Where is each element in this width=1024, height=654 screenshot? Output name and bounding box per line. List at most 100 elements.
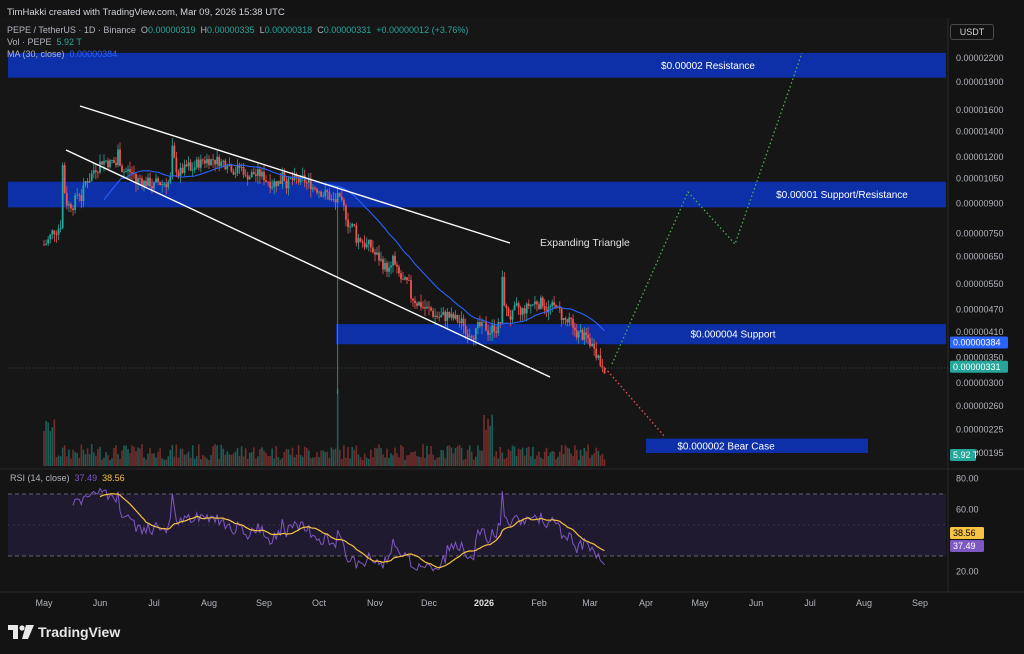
price-pane[interactable] [0,18,948,468]
volume-bar [566,447,569,466]
candle-body [450,313,453,318]
candle-body [161,184,164,186]
volume-bar [263,450,265,466]
candle-body [549,306,552,307]
volume-bar [343,445,345,466]
volume-bar [200,459,202,466]
volume-bar [301,456,304,466]
volume-legend[interactable]: Vol · PEPE 5.92 T [7,37,82,48]
price-tag-1 [950,360,1008,373]
candle-body [422,306,424,308]
zone-3[interactable] [646,438,868,453]
volume-bar [497,458,500,466]
volume-bar [218,458,220,466]
volume-bar [595,447,598,466]
price-tag-text-0: 0.00000384 [953,338,1001,348]
volume-bar [532,446,534,466]
volume-bar [78,457,81,466]
rsi-legend[interactable]: RSI (14, close) 37.49 38.56 [10,473,125,484]
currency-button[interactable]: USDT [950,24,994,40]
volume-bar [525,447,528,466]
lower-trendline[interactable] [65,149,551,378]
y-tick-4: 0.00001200 [956,152,1004,162]
volume-bar [347,447,349,466]
candle-body [414,300,416,304]
candle-body [503,276,506,306]
candle-body [434,315,437,317]
candle-body [226,165,229,170]
volume-bar [593,453,595,466]
x-tick-11: Apr [639,598,653,608]
volume-bar [418,456,420,466]
candle-body [416,303,418,306]
candle-body [177,172,180,177]
candle-body [59,228,62,229]
candle-body [545,309,548,313]
candle-body [220,161,223,167]
candle-body [218,156,221,167]
candle-body [426,306,428,309]
candle-body [410,280,412,299]
volume-bar [475,456,477,466]
candle-body [269,182,272,188]
candle-body [345,205,347,220]
upper-trendline[interactable] [79,105,511,244]
candle-body [374,252,376,255]
x-tick-6: Nov [367,598,384,608]
volume-bar [374,447,376,466]
candle-body [601,365,604,369]
candle-body [141,178,143,186]
volume-bar [501,452,504,466]
candle-body [84,181,87,185]
candle-body [305,182,308,184]
candle-body [577,332,580,338]
volume-bar [123,445,125,466]
volume-bar [214,444,216,466]
candle-body [199,159,202,168]
candle-body [80,195,83,202]
rsi-tick-1: 60.00 [956,505,979,515]
candle-body [88,180,91,183]
bear-projection-path[interactable] [604,367,666,438]
volume-bar [70,458,72,466]
volume-bar [291,447,294,466]
volume-bar [404,459,406,466]
ohlc-legend: PEPE / TetherUS · 1D · Binance O0.000003… [7,25,468,36]
ma-legend[interactable]: MA (30, close) 0.00000384 [7,49,117,60]
y-tick-8: 0.00000650 [956,252,1004,262]
candle-body [254,174,257,176]
high-label: H [200,25,208,35]
volume-bar [359,457,362,466]
candle-body [547,306,550,313]
symbol-label[interactable]: PEPE / TetherUS · 1D · Binance [7,25,136,35]
candle-body [289,177,292,179]
high-value: 0.00000335 [207,25,255,35]
volume-bar [259,448,261,466]
zone-2[interactable] [336,324,946,345]
candle-body [265,180,267,182]
y-tick-9: 0.00000550 [956,279,1004,289]
rsi-tick-0: 80.00 [956,474,979,484]
x-tick-3: Aug [201,598,217,608]
volume-bar [424,458,426,466]
candle-body [566,319,569,323]
volume-bar [599,455,602,466]
x-tick-4: Sep [256,598,272,608]
zone-0[interactable] [8,52,946,78]
candle-body [560,308,563,321]
candle-body [543,306,546,310]
volume-bar [446,445,449,466]
volume-bar [55,456,58,466]
volume-bar [59,456,62,466]
candle-body [454,314,457,319]
tradingview-logo[interactable]: TradingView [8,624,120,640]
candle-body [297,176,300,183]
candle-body [314,187,316,189]
candle-body [101,161,103,165]
price-tag-0 [950,336,1008,349]
volume-bar [549,452,552,466]
volume-bar [159,448,161,466]
volume-bar [95,455,97,466]
volume-bar [541,459,544,466]
